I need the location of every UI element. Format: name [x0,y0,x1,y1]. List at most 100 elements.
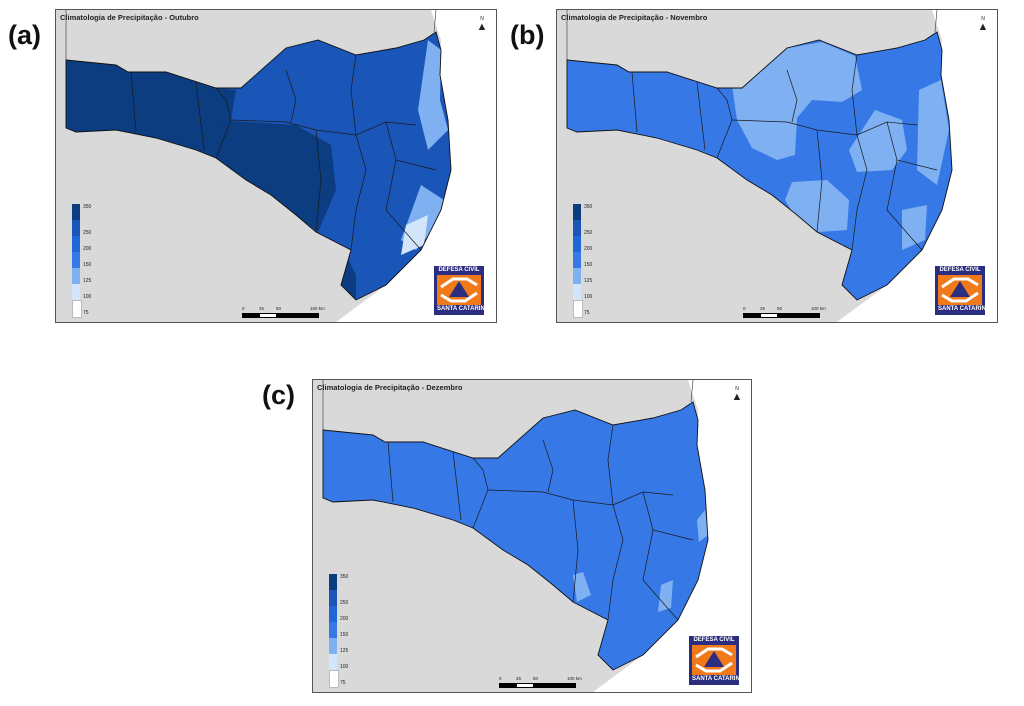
scale-bar: 0 25 50 100 km [499,676,589,688]
legend-label: 125 [83,278,92,284]
legend-swatch [573,284,581,300]
logo-emblem-icon [938,275,982,305]
region-boundary [315,129,322,233]
north-arrow-icon: N ▲ [476,16,488,33]
precipitation-legend: 350 250 200 150 125 100 75 [72,204,102,318]
ocean-area [336,10,496,322]
region-boundary [696,81,706,151]
legend-label: 250 [83,230,92,236]
precipitation-legend: 350 250 200 150 125 100 75 [573,204,603,318]
map-title: Climatologia de Precipitação - Outubro [60,13,199,22]
neighbour-boundary [65,10,437,60]
legend-swatch [573,252,581,268]
region-boundary [786,69,798,123]
legend-swatch [72,300,82,318]
region-boundary [572,499,579,603]
legend-label: 125 [340,648,349,654]
legend-swatch [573,268,581,284]
region-boundary [130,71,137,133]
legend-swatch [329,670,339,688]
precipitation-zone [401,215,428,255]
region-boundary [385,159,422,251]
region-boundary [472,457,489,529]
legend-label: 100 [584,294,593,300]
north-arrow-glyph: ▲ [977,21,989,33]
scale-label: 50 [777,306,783,311]
region-boundary [452,451,462,521]
region-boundary [542,439,554,493]
precipitation-zone [573,572,591,602]
precipitation-zone [216,120,336,232]
region-boundary [851,134,868,251]
logo-emblem-icon [692,645,736,675]
scale-label: 100 km [811,306,826,311]
defesa-civil-logo: DEFESA CIVIL SANTA CATARINA [689,636,745,685]
legend-label: 150 [340,632,349,638]
precipitation-base-area [323,402,708,670]
legend-label: 250 [584,230,593,236]
legend-swatch [329,590,337,606]
defesa-civil-logo: DEFESA CIVIL SANTA CATARINA [935,266,991,315]
scale-segment [777,313,820,318]
state-outline [65,31,452,301]
legend-swatch [72,284,80,300]
legend-swatch [329,606,337,622]
legend-swatch [329,654,337,670]
legend-swatch [573,300,583,318]
precipitation-legend: 350 250 200 150 125 100 75 [329,574,359,688]
panel-label-c: (c) [262,380,295,410]
legend-swatch [72,236,80,252]
ocean-area [593,380,751,692]
map-title: Climatologia de Precipitação - Novembro [561,13,708,22]
state-outline [322,401,709,671]
region-boundary [816,129,823,233]
legend-label: 150 [83,262,92,268]
region-boundary [886,159,923,251]
region-boundary [350,134,367,251]
legend-label: 250 [340,600,349,606]
map-canvas [65,10,496,322]
neighbour-boundary [566,10,938,60]
precipitation-zone [902,205,927,250]
region-boundary [230,119,417,136]
north-label: N [735,386,739,392]
logo-bottom-text: SANTA CATARINA [938,306,991,312]
legend-swatch [573,204,581,220]
region-boundary [607,504,624,621]
logo-top-text: DEFESA CIVIL [693,637,735,643]
panel-label-b: (b) [510,20,545,50]
legend-swatch [72,204,80,220]
north-arrow-glyph: ▲ [476,21,488,33]
region-boundary [642,529,679,621]
scale-label: 25 [259,306,265,311]
map-title: Climatologia de Precipitação - Dezembro [317,383,463,392]
region-boundary [487,489,674,506]
region-boundary [215,87,232,159]
legend-label: 350 [340,574,349,580]
north-label: N [981,16,985,22]
legend-label: 200 [340,616,349,622]
legend-label: 200 [83,246,92,252]
region-boundary [350,54,357,136]
logo-bottom-text: SANTA CATARINA [692,676,745,682]
legend-swatch [573,220,581,236]
scale-bar: 0 25 50 100 km [743,306,833,318]
scale-label: 25 [760,306,766,311]
legend-label: 100 [340,664,349,670]
scale-label: 100 km [310,306,325,311]
legend-label: 75 [584,310,590,316]
ocean-area [837,10,997,322]
legend-swatch [329,638,337,654]
legend-label: 100 [83,294,92,300]
region-boundary [716,87,733,159]
logo-top-text: DEFESA CIVIL [438,267,480,273]
region-boundary [631,71,638,133]
map-canvas [322,380,751,692]
scale-label: 0 [242,306,245,311]
precipitation-base-area [567,32,952,300]
logo-emblem-icon [437,275,481,305]
scale-segment [276,313,319,318]
map-canvas [566,10,997,322]
defesa-civil-logo: DEFESA CIVIL SANTA CATARINA [434,266,489,315]
scale-bar: 0 25 50 100 km [242,306,332,318]
